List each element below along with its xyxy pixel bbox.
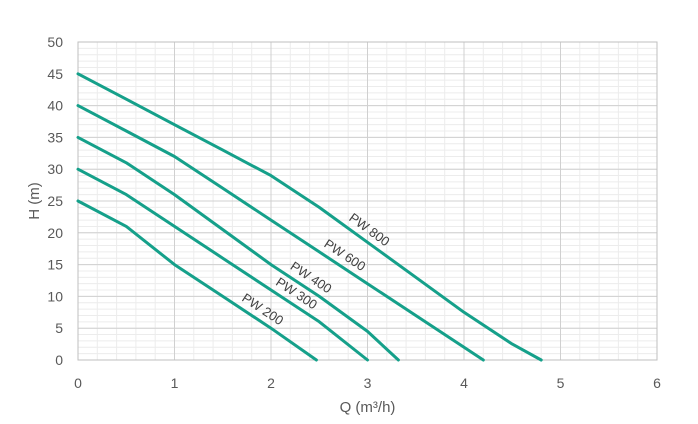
y-tick-label: 25 xyxy=(47,193,63,209)
series-line xyxy=(76,199,318,362)
series-line xyxy=(76,167,369,362)
x-tick-label: 1 xyxy=(171,375,179,391)
y-tick-label: 5 xyxy=(55,320,63,336)
x-tick-label: 3 xyxy=(364,375,372,391)
y-tick-label: 40 xyxy=(47,98,63,114)
y-tick-label: 0 xyxy=(55,352,63,368)
series-line xyxy=(76,135,400,362)
y-tick-label: 15 xyxy=(47,257,63,273)
series-lines xyxy=(76,72,543,362)
x-tick-label: 2 xyxy=(267,375,275,391)
y-tick-label: 20 xyxy=(47,225,63,241)
y-tick-label: 10 xyxy=(47,288,63,304)
x-tick-label: 4 xyxy=(460,375,468,391)
x-tick-label: 5 xyxy=(557,375,565,391)
y-tick-label: 30 xyxy=(47,161,63,177)
y-tick-label: 45 xyxy=(47,66,63,82)
y-axis-title: H (m) xyxy=(26,182,43,220)
x-tick-label: 0 xyxy=(74,375,82,391)
x-tick-label: 6 xyxy=(653,375,661,391)
y-tick-label: 35 xyxy=(47,129,63,145)
series-line xyxy=(76,72,543,362)
x-tick-labels: 0 1 2 3 4 5 6 xyxy=(74,375,661,391)
y-tick-label: 50 xyxy=(47,34,63,50)
x-axis-title: Q (m³/h) xyxy=(340,399,396,416)
y-tick-labels: 0 5 10 15 20 25 30 35 40 45 50 xyxy=(47,34,63,368)
series-line xyxy=(76,104,485,362)
